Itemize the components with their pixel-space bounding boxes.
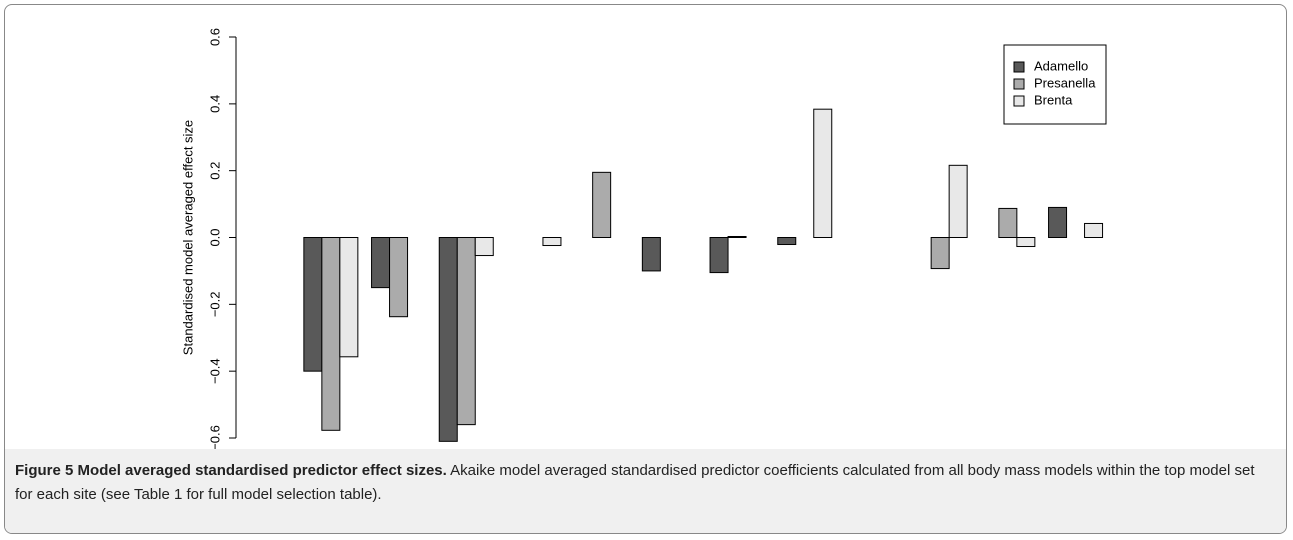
caption-text: Akaike model averaged standardised predi… <box>15 462 1255 503</box>
y-axis-title: Standardised model averaged effect size <box>180 120 195 355</box>
y-tick-label: −0.2 <box>207 291 222 317</box>
bar <box>998 207 1018 239</box>
legend-swatch <box>1013 78 1025 90</box>
bar <box>1048 206 1068 239</box>
bar <box>948 164 968 239</box>
bar <box>1084 222 1104 238</box>
bar <box>303 237 323 372</box>
y-tick-label: −0.4 <box>207 358 222 384</box>
bar <box>474 237 494 257</box>
y-tick-label: 0.4 <box>207 95 222 113</box>
y-tick-label: 0.6 <box>207 28 222 46</box>
bar <box>389 237 409 318</box>
chart: −0.6 −0.4 −0.2 0.0 0.2 0.4 0.6 Standardised mod… <box>180 28 1107 449</box>
caption-label: Figure 5 <box>15 462 74 479</box>
bar <box>813 108 833 239</box>
legend-swatch <box>1013 95 1025 107</box>
caption-title: Model averaged standardised predictor ef… <box>77 462 447 479</box>
bar <box>371 237 391 289</box>
bar <box>321 237 341 431</box>
legend-label: Presanella <box>1034 75 1096 90</box>
bar <box>592 171 612 238</box>
legend-swatch <box>1013 61 1025 73</box>
bar <box>727 235 747 238</box>
bar <box>709 237 729 274</box>
y-tick-label: 0.0 <box>207 228 222 246</box>
bar <box>339 237 359 358</box>
caption: Figure 5 Model averaged standardised pre… <box>5 449 1286 533</box>
bar <box>456 237 476 426</box>
legend-label: Brenta <box>1034 92 1073 107</box>
legend-label: Adamello <box>1034 58 1088 73</box>
bar <box>438 237 458 442</box>
bar <box>641 237 661 272</box>
bar <box>777 237 797 246</box>
y-tick-label: −0.6 <box>207 425 222 449</box>
bar <box>1016 237 1036 248</box>
bar <box>542 237 562 247</box>
y-tick-label: 0.2 <box>207 162 222 180</box>
figure-frame: −0.6 −0.4 −0.2 0.0 0.2 0.4 0.6 Standardised mod… <box>4 4 1287 534</box>
bar <box>930 237 950 270</box>
